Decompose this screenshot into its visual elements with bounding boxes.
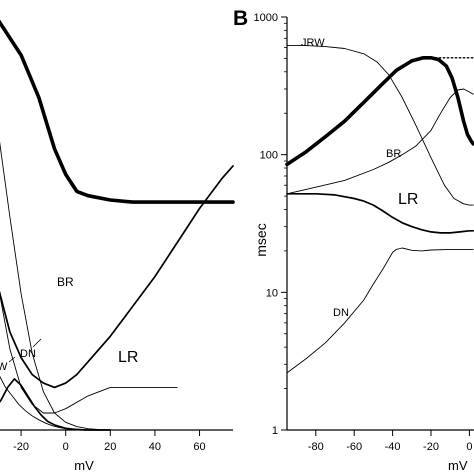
panel-b-x-tick-label: -60 xyxy=(346,441,362,453)
panel-b: B -80 -60 -40 -20 0 1 10 100 1000 mV msec JRW B… xyxy=(233,7,474,473)
panel-a-series-br xyxy=(0,141,111,431)
panel-a-x-tick-label: -20 xyxy=(13,441,29,453)
panel-a-x-tick-label: 20 xyxy=(104,441,116,453)
panel-b-series-unlabeled-2 xyxy=(285,56,474,167)
panel-a-series-jrw xyxy=(0,378,112,431)
panel-b-series-label-jrw: JRW xyxy=(301,37,325,49)
panel-b-x-tick-label: -20 xyxy=(423,441,439,453)
panel-b-series-jrw xyxy=(286,45,474,206)
panel-b-series-label-dn: DN xyxy=(333,307,349,319)
panel-b-y-tick-label: 100 xyxy=(260,150,278,162)
panel-a-w-pointer xyxy=(8,356,16,363)
panel-a-series-lr xyxy=(0,165,234,389)
panel-a-series-unlabeled-6 xyxy=(0,375,111,431)
panel-a-lines xyxy=(0,19,235,431)
panel-b-x-tick-label: -40 xyxy=(385,441,401,453)
panel-b-series-dn xyxy=(286,247,474,374)
panel-a-series-label-br: BR xyxy=(57,275,74,289)
panel-b-series-lr xyxy=(286,192,474,234)
panel-b-y-tick-label: 1000 xyxy=(254,12,278,24)
panel-b-lines xyxy=(285,45,474,374)
panel-b-y-axis-label: msec xyxy=(253,223,269,256)
panel-b-series-label-lr: LR xyxy=(398,191,418,208)
panel-b-x-ticks: -80 -60 -40 -20 0 xyxy=(308,430,472,453)
panel-b-label: B xyxy=(233,7,248,30)
panel-b-series-label-br: BR xyxy=(386,148,401,160)
panel-b-x-axis-label: mV xyxy=(448,458,468,473)
panel-a-series-label-w: W xyxy=(0,361,8,373)
panel-a-x-axis-label: mV xyxy=(74,458,94,473)
panel-b-y-ticks: 1 10 100 1000 xyxy=(254,12,287,437)
panel-a-dn-pointer xyxy=(32,338,42,348)
panel-b-y-tick-label: 10 xyxy=(266,287,278,299)
panel-a-series-label-lr: LR xyxy=(118,349,138,366)
panel-b-series-br xyxy=(286,88,474,195)
panel-a-x-tick-label: 60 xyxy=(193,441,205,453)
panel-b-x-tick-label: 0 xyxy=(466,441,472,453)
panel-a-series-unlabeled-1 xyxy=(0,19,235,204)
panel-a-series-label-dn: DN xyxy=(20,348,36,360)
panel-b-x-tick-label: -80 xyxy=(308,441,324,453)
panel-a-x-tick-label: 40 xyxy=(149,441,161,453)
panel-a-x-tick-label: 0 xyxy=(63,441,69,453)
panel-b-y-tick-label: 1 xyxy=(272,425,278,437)
